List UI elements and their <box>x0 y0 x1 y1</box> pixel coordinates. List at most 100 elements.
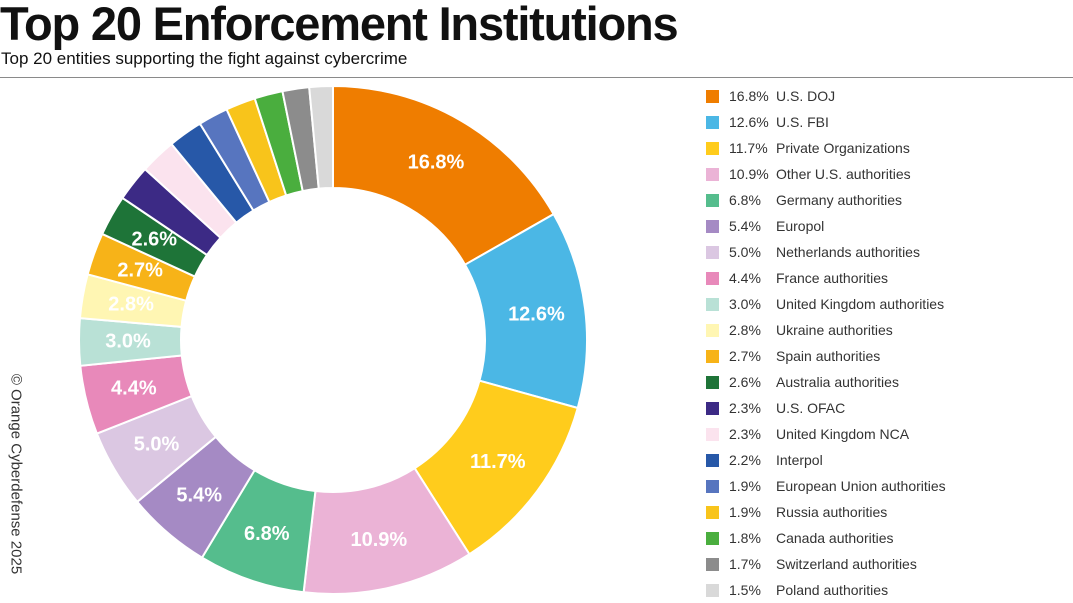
legend-label: 2.7% Spain authorities <box>729 348 880 364</box>
slice-u-s-doj <box>332 84 555 267</box>
legend-category: Australia authorities <box>776 374 899 390</box>
chart-title: Top 20 Enforcement Institutions <box>0 0 679 50</box>
legend-label: 1.9% Russia authorities <box>729 504 887 520</box>
legend-swatch <box>706 479 719 493</box>
legend-category: U.S. DOJ <box>776 88 836 104</box>
legend-label: 1.8% Canada authorities <box>729 530 894 546</box>
legend-category: Europol <box>776 218 825 234</box>
legend-category: Switzerland authorities <box>776 556 917 572</box>
legend-label: 11.7% Private Organizations <box>729 140 910 156</box>
legend-swatch <box>706 245 719 259</box>
legend-label: 4.4% France authorities <box>729 270 888 286</box>
slice-label-germany-authorities: 6.8% <box>244 523 290 545</box>
legend-value: 3.0% <box>729 296 761 312</box>
legend-item-canada-authorities: 1.8% Canada authorities <box>706 525 946 551</box>
legend-value: 5.0% <box>729 244 761 260</box>
legend-category: Interpol <box>776 452 823 468</box>
slice-label-europol: 5.4% <box>176 484 222 506</box>
legend-category: United Kingdom NCA <box>776 426 910 442</box>
slice-label-netherlands-authorities: 5.0% <box>134 433 180 455</box>
legend-label: 10.9% Other U.S. authorities <box>729 166 911 182</box>
legend-item-ukraine-authorities: 2.8% Ukraine authorities <box>706 317 946 343</box>
legend-item-european-union-authorities: 1.9% European Union authorities <box>706 473 946 499</box>
legend-item-u-s-doj: 16.8% U.S. DOJ <box>706 83 946 109</box>
slice-label-australia-authorities: 2.6% <box>132 229 178 251</box>
legend-swatch <box>706 297 719 311</box>
slice-label-u-s-doj: 16.8% <box>408 152 465 174</box>
legend-item-united-kingdom-authorities: 3.0% United Kingdom authorities <box>706 291 946 317</box>
legend-item-interpol: 2.2% Interpol <box>706 447 946 473</box>
legend-item-netherlands-authorities: 5.0% Netherlands authorities <box>706 239 946 265</box>
legend-label: 5.4% Europol <box>729 218 824 234</box>
legend-swatch <box>706 219 719 233</box>
legend-swatch <box>706 349 719 363</box>
slice-label-other-u-s-authorities: 10.9% <box>350 529 407 551</box>
legend-value: 10.9% <box>729 166 769 182</box>
legend-category: European Union authorities <box>776 478 946 494</box>
legend-value: 12.6% <box>729 114 769 130</box>
slice-poland-authorities <box>308 84 334 190</box>
legend-category: Netherlands authorities <box>776 244 920 260</box>
legend-value: 2.8% <box>729 322 761 338</box>
legend-swatch <box>706 531 719 545</box>
legend-label: 2.3% United Kingdom NCA <box>729 426 909 442</box>
legend-item-europol: 5.4% Europol <box>706 213 946 239</box>
legend-value: 5.4% <box>729 218 761 234</box>
slice-label-ukraine-authorities: 2.8% <box>108 294 154 316</box>
legend-swatch <box>706 401 719 415</box>
legend-swatch <box>706 557 719 571</box>
legend-swatch <box>706 193 719 207</box>
legend-value: 2.3% <box>729 400 761 416</box>
legend-item-united-kingdom-nca: 2.3% United Kingdom NCA <box>706 421 946 447</box>
legend-value: 11.7% <box>729 140 768 156</box>
title-divider <box>0 77 1073 78</box>
legend-item-other-u-s-authorities: 10.9% Other U.S. authorities <box>706 161 946 187</box>
legend-value: 1.8% <box>729 530 761 546</box>
legend-swatch <box>706 167 719 181</box>
legend-swatch <box>706 141 719 155</box>
legend-item-russia-authorities: 1.9% Russia authorities <box>706 499 946 525</box>
legend-category: Spain authorities <box>776 348 881 364</box>
legend-category: Canada authorities <box>776 530 894 546</box>
legend-value: 1.5% <box>729 582 761 598</box>
slice-label-france-authorities: 4.4% <box>111 378 157 400</box>
legend-item-australia-authorities: 2.6% Australia authorities <box>706 369 946 395</box>
legend-category: U.S. OFAC <box>776 400 846 416</box>
legend-swatch <box>706 583 719 597</box>
legend-value: 1.7% <box>729 556 761 572</box>
legend-category: Ukraine authorities <box>776 322 893 338</box>
legend-value: 16.8% <box>729 88 769 104</box>
legend-category: Germany authorities <box>776 192 903 208</box>
legend-label: 1.9% European Union authorities <box>729 478 946 494</box>
slice-label-spain-authorities: 2.7% <box>117 259 163 281</box>
legend-label: 1.7% Switzerland authorities <box>729 556 917 572</box>
legend-swatch <box>706 323 719 337</box>
legend-value: 2.3% <box>729 426 761 442</box>
legend-category: United Kingdom authorities <box>776 296 945 312</box>
legend-value: 1.9% <box>729 504 761 520</box>
legend-category: Russia authorities <box>776 504 888 520</box>
legend-label: 2.2% Interpol <box>729 452 823 468</box>
legend-label: 5.0% Netherlands authorities <box>729 244 920 260</box>
legend-label: 2.3% U.S. OFAC <box>729 400 845 416</box>
legend-category: France authorities <box>776 270 889 286</box>
legend-value: 6.8% <box>729 192 761 208</box>
legend-swatch <box>706 453 719 467</box>
donut-slices <box>78 84 588 595</box>
legend-label: 1.5% Poland authorities <box>729 582 888 598</box>
chart-subtitle: Top 20 entities supporting the fight aga… <box>1 49 408 68</box>
legend-item-germany-authorities: 6.8% Germany authorities <box>706 187 946 213</box>
legend-category: Other U.S. authorities <box>776 166 911 182</box>
slice-label-u-s-fbi: 12.6% <box>508 304 565 326</box>
chart-legend: 16.8% U.S. DOJ 12.6% U.S. FBI 11.7% Private O… <box>706 83 946 603</box>
legend-item-switzerland-authorities: 1.7% Switzerland authorities <box>706 551 946 577</box>
legend-value: 1.9% <box>729 478 761 494</box>
legend-label: 2.8% Ukraine authorities <box>729 322 893 338</box>
legend-label: 16.8% U.S. DOJ <box>729 88 835 104</box>
legend-swatch <box>706 271 719 285</box>
legend-swatch <box>706 89 719 103</box>
slice-label-private-organizations: 11.7% <box>470 451 526 473</box>
legend-swatch <box>706 375 719 389</box>
donut-slice-labels: 16.8% 12.6% 11.7% 10.9% 6.8% 5.4% 5.0% 4.4% 3.0%… <box>105 152 565 551</box>
